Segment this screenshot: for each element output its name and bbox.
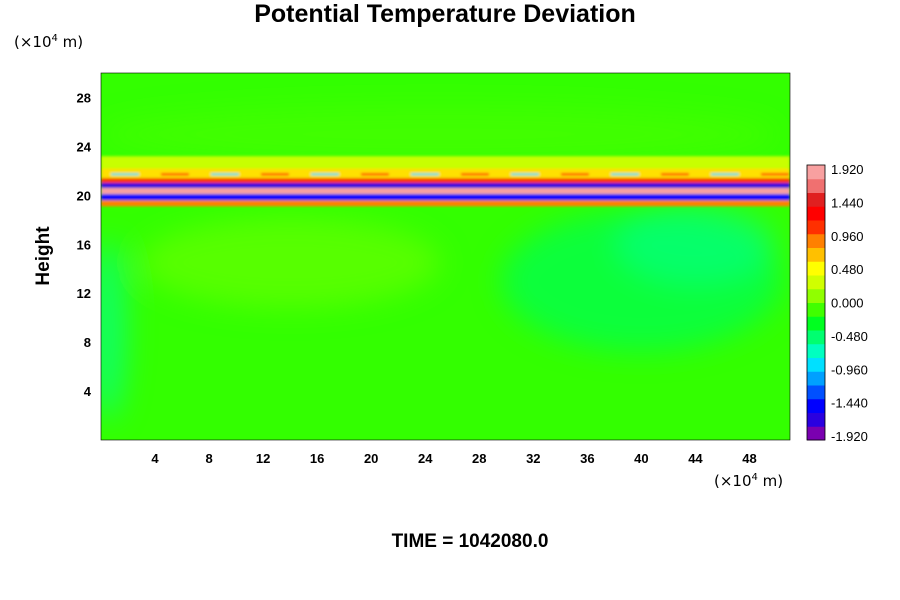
x-tick-label: 32 <box>526 451 540 466</box>
y-axis-label: Height <box>33 226 54 286</box>
x-tick-label: 8 <box>205 451 212 466</box>
y-tick-label: 12 <box>77 286 91 301</box>
time-label: TIME = 1042080.0 <box>391 531 549 552</box>
heatmap-field <box>101 73 790 440</box>
colorbar-label: 0.960 <box>831 229 864 244</box>
x-tick-label: 4 <box>151 451 159 466</box>
y-tick-labels: 4 8 12 16 20 24 28 <box>77 90 92 399</box>
colorbar-swatch <box>807 357 825 372</box>
colorbar-frame <box>806 164 826 441</box>
colorbar-swatch <box>807 426 825 441</box>
x-tick-label: 28 <box>472 451 486 466</box>
band-stripe <box>101 183 790 188</box>
band-segment <box>711 173 739 176</box>
x-tick-labels: 4 8 12 16 20 24 28 32 36 40 44 48 <box>151 451 756 466</box>
y-tick-label: 4 <box>84 384 92 399</box>
field-region <box>140 217 441 308</box>
colorbar-swatch <box>807 398 825 413</box>
colorbar-swatch <box>807 261 825 276</box>
colorbar-swatch <box>807 247 825 262</box>
band-stripe <box>101 200 790 207</box>
y-axis-unit: (×104 m) <box>14 33 83 51</box>
band-stripe <box>101 178 790 184</box>
colorbar-label: 1.920 <box>831 162 864 177</box>
band-segment <box>611 173 639 176</box>
colorbar-swatch <box>807 371 825 386</box>
x-tick-label: 36 <box>580 451 594 466</box>
colorbar-swatch <box>807 220 825 235</box>
colorbar-label: -1.440 <box>831 396 868 411</box>
colorbar-label: 0.480 <box>831 262 864 277</box>
x-tick-label: 48 <box>742 451 756 466</box>
x-axis-unit: (×104 m) <box>714 472 783 490</box>
colorbar-label: -0.960 <box>831 362 868 377</box>
band-segment <box>461 173 489 176</box>
chart-title: Potential Temperature Deviation <box>254 0 636 28</box>
colorbar-swatch <box>807 343 825 358</box>
x-tick-label: 20 <box>364 451 378 466</box>
colorbar-label: -1.920 <box>831 429 868 444</box>
colorbar-swatch <box>807 316 825 331</box>
band-stripe <box>101 194 790 201</box>
field-region <box>101 239 126 420</box>
x-tick-label: 16 <box>310 451 324 466</box>
colorbar-swatch <box>807 385 825 400</box>
band-segment <box>411 173 439 176</box>
y-tick-label: 8 <box>84 335 91 350</box>
band-segment <box>261 173 289 176</box>
colorbar-swatch <box>807 192 825 207</box>
colorbar-label: 1.440 <box>831 195 864 210</box>
band-segment <box>661 173 689 176</box>
plot-frame <box>100 72 791 441</box>
colorbar-label: 0.000 <box>831 296 864 311</box>
band-segment <box>561 173 589 176</box>
band-stripe <box>101 156 790 169</box>
field-region <box>615 204 776 285</box>
y-tick-label: 20 <box>77 188 91 203</box>
band-segment <box>211 173 239 176</box>
band-segment <box>761 173 789 176</box>
y-unit-prefix: (×10 <box>14 33 52 51</box>
colorbar: 1.920 1.440 0.960 0.480 0.000 -0.480 -0.960 -1.… <box>806 162 868 444</box>
band-segment <box>311 173 339 176</box>
colorbar-swatch <box>807 165 825 180</box>
colorbar-swatch <box>807 412 825 427</box>
colorbar-swatch <box>807 233 825 248</box>
colorbar-swatch <box>807 330 825 345</box>
y-tick-label: 16 <box>77 237 91 252</box>
x-tick-label: 12 <box>256 451 270 466</box>
y-unit-exponent: 4 <box>51 33 58 44</box>
band-segment <box>361 173 389 176</box>
band-segment <box>161 173 189 176</box>
y-tick-label: 24 <box>77 139 92 154</box>
field-soft-regions <box>101 106 782 420</box>
x-unit-suffix: m) <box>757 472 784 490</box>
colorbar-swatch <box>807 275 825 290</box>
field-band <box>101 156 790 207</box>
band-segment <box>111 173 139 176</box>
band-stripe <box>101 168 790 179</box>
x-tick-label: 24 <box>418 451 433 466</box>
colorbar-swatch <box>807 206 825 221</box>
colorbar-swatch <box>807 178 825 193</box>
x-tick-label: 44 <box>688 451 703 466</box>
band-stripe <box>101 187 790 195</box>
x-unit-prefix: (×10 <box>714 472 752 490</box>
colorbar-swatch <box>807 288 825 303</box>
colorbar-swatch <box>807 302 825 317</box>
y-tick-label: 28 <box>77 90 91 105</box>
band-segment <box>511 173 539 176</box>
y-unit-suffix: m) <box>57 33 84 51</box>
x-unit-exponent: 4 <box>751 472 758 483</box>
field-region <box>101 106 779 163</box>
colorbar-label: -0.480 <box>831 329 868 344</box>
x-tick-label: 40 <box>634 451 648 466</box>
